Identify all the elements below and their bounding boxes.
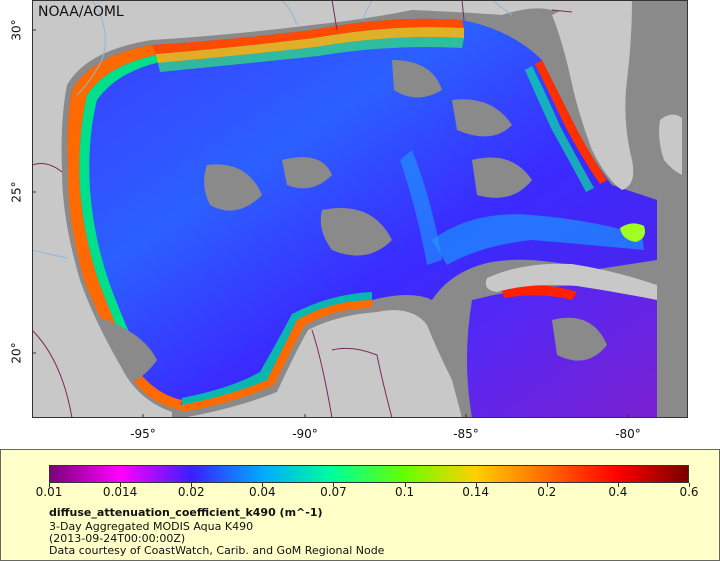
colorbar-tick-label: 0.1 [395, 485, 415, 499]
colorbar-tick-label: 0.4 [608, 485, 628, 499]
colorbar-tick-mark [120, 483, 122, 487]
river [32, 249, 68, 259]
coastal-florida-green [525, 66, 594, 192]
colorbar-tick-mark [475, 483, 477, 487]
state-border [551, 9, 573, 13]
legend-time: (2013-09-24T00:00:00Z) [49, 532, 186, 545]
land-yucatan [182, 310, 462, 418]
bahamas-shoal [620, 223, 645, 242]
coastal-high-north [152, 18, 464, 54]
colorbar-tick-mark [546, 483, 548, 487]
cuba-coast [502, 285, 577, 300]
longitude-tick-label: -95° [130, 427, 156, 441]
colorbar-tick-label: 0.014 [102, 485, 138, 499]
cloud-patch [320, 208, 392, 256]
legend-dataset: 3-Day Aggregated MODIS Aqua K490 [49, 520, 254, 533]
cloud-patch [282, 157, 332, 189]
credit-label: NOAA/AOML [38, 4, 124, 20]
channel-band [400, 150, 442, 265]
country-border [311, 329, 333, 418]
cloud-patch [392, 60, 442, 98]
colorbar-tick-mark [49, 483, 50, 487]
colorbar-tick-label: 0.2 [537, 485, 557, 499]
coastal-high-west [67, 45, 182, 410]
colorbar [49, 465, 689, 483]
land-cuba [485, 263, 657, 300]
cloud-patch [204, 164, 262, 211]
legend-variable: diffuse_attenuation_coefficient_k490 (m^… [49, 506, 323, 519]
longitude-tick-label: -85° [453, 427, 479, 441]
colorbar-tick-label: 0.6 [679, 485, 699, 499]
colorbar-tick-mark [404, 483, 406, 487]
latitude-tick-label: 20° [9, 342, 24, 364]
colorbar-tick-label: 0.07 [320, 485, 347, 499]
map-frame: NOAA/AOML [32, 0, 688, 418]
cloud-patch [452, 99, 512, 137]
latitude-tick-label: 30° [9, 19, 24, 41]
colorbar-tick-mark [333, 483, 335, 487]
river [491, 0, 513, 16]
river [281, 0, 298, 26]
land-florida [552, 0, 634, 190]
loop-current-band [432, 214, 644, 265]
country-border [331, 347, 393, 418]
cloud-patch [552, 317, 607, 361]
coastal-florida [535, 60, 607, 184]
coastal-green-north [158, 37, 464, 72]
legend-panel: 0.01 0.014 0.02 0.04 0.07 0.1 0.14 0.2 0.4 0.6 di… [0, 449, 720, 561]
cloud-patch [472, 157, 532, 198]
colorbar-tick-mark [617, 483, 619, 487]
river [361, 0, 373, 21]
colorbar-tick-mark [689, 483, 690, 487]
coastal-mid-north [156, 27, 464, 63]
map-image [32, 0, 688, 418]
longitude-tick-label: -80° [615, 427, 641, 441]
country-border [32, 329, 73, 418]
colorbar-tick-label: 0.14 [462, 485, 490, 499]
legend-source: Data courtesy of CoastWatch, Carib. and … [49, 544, 385, 557]
longitude-tick-label: -90° [292, 427, 318, 441]
land-bahamas [659, 114, 682, 175]
colorbar-tick-label: 0.01 [35, 485, 63, 499]
land-mexico [32, 170, 172, 418]
state-border [331, 0, 338, 31]
land-usa [32, 0, 580, 170]
country-border [32, 163, 63, 173]
coastal-yucatan-green [182, 292, 372, 405]
colorbar-tick-mark [262, 483, 264, 487]
colorbar-tick-label: 0.02 [177, 485, 205, 499]
state-border [461, 0, 465, 21]
colorbar-tick-label: 0.04 [248, 485, 276, 499]
river [76, 0, 106, 96]
latitude-tick-label: 25° [9, 181, 24, 203]
colorbar-tick-mark [191, 483, 193, 487]
